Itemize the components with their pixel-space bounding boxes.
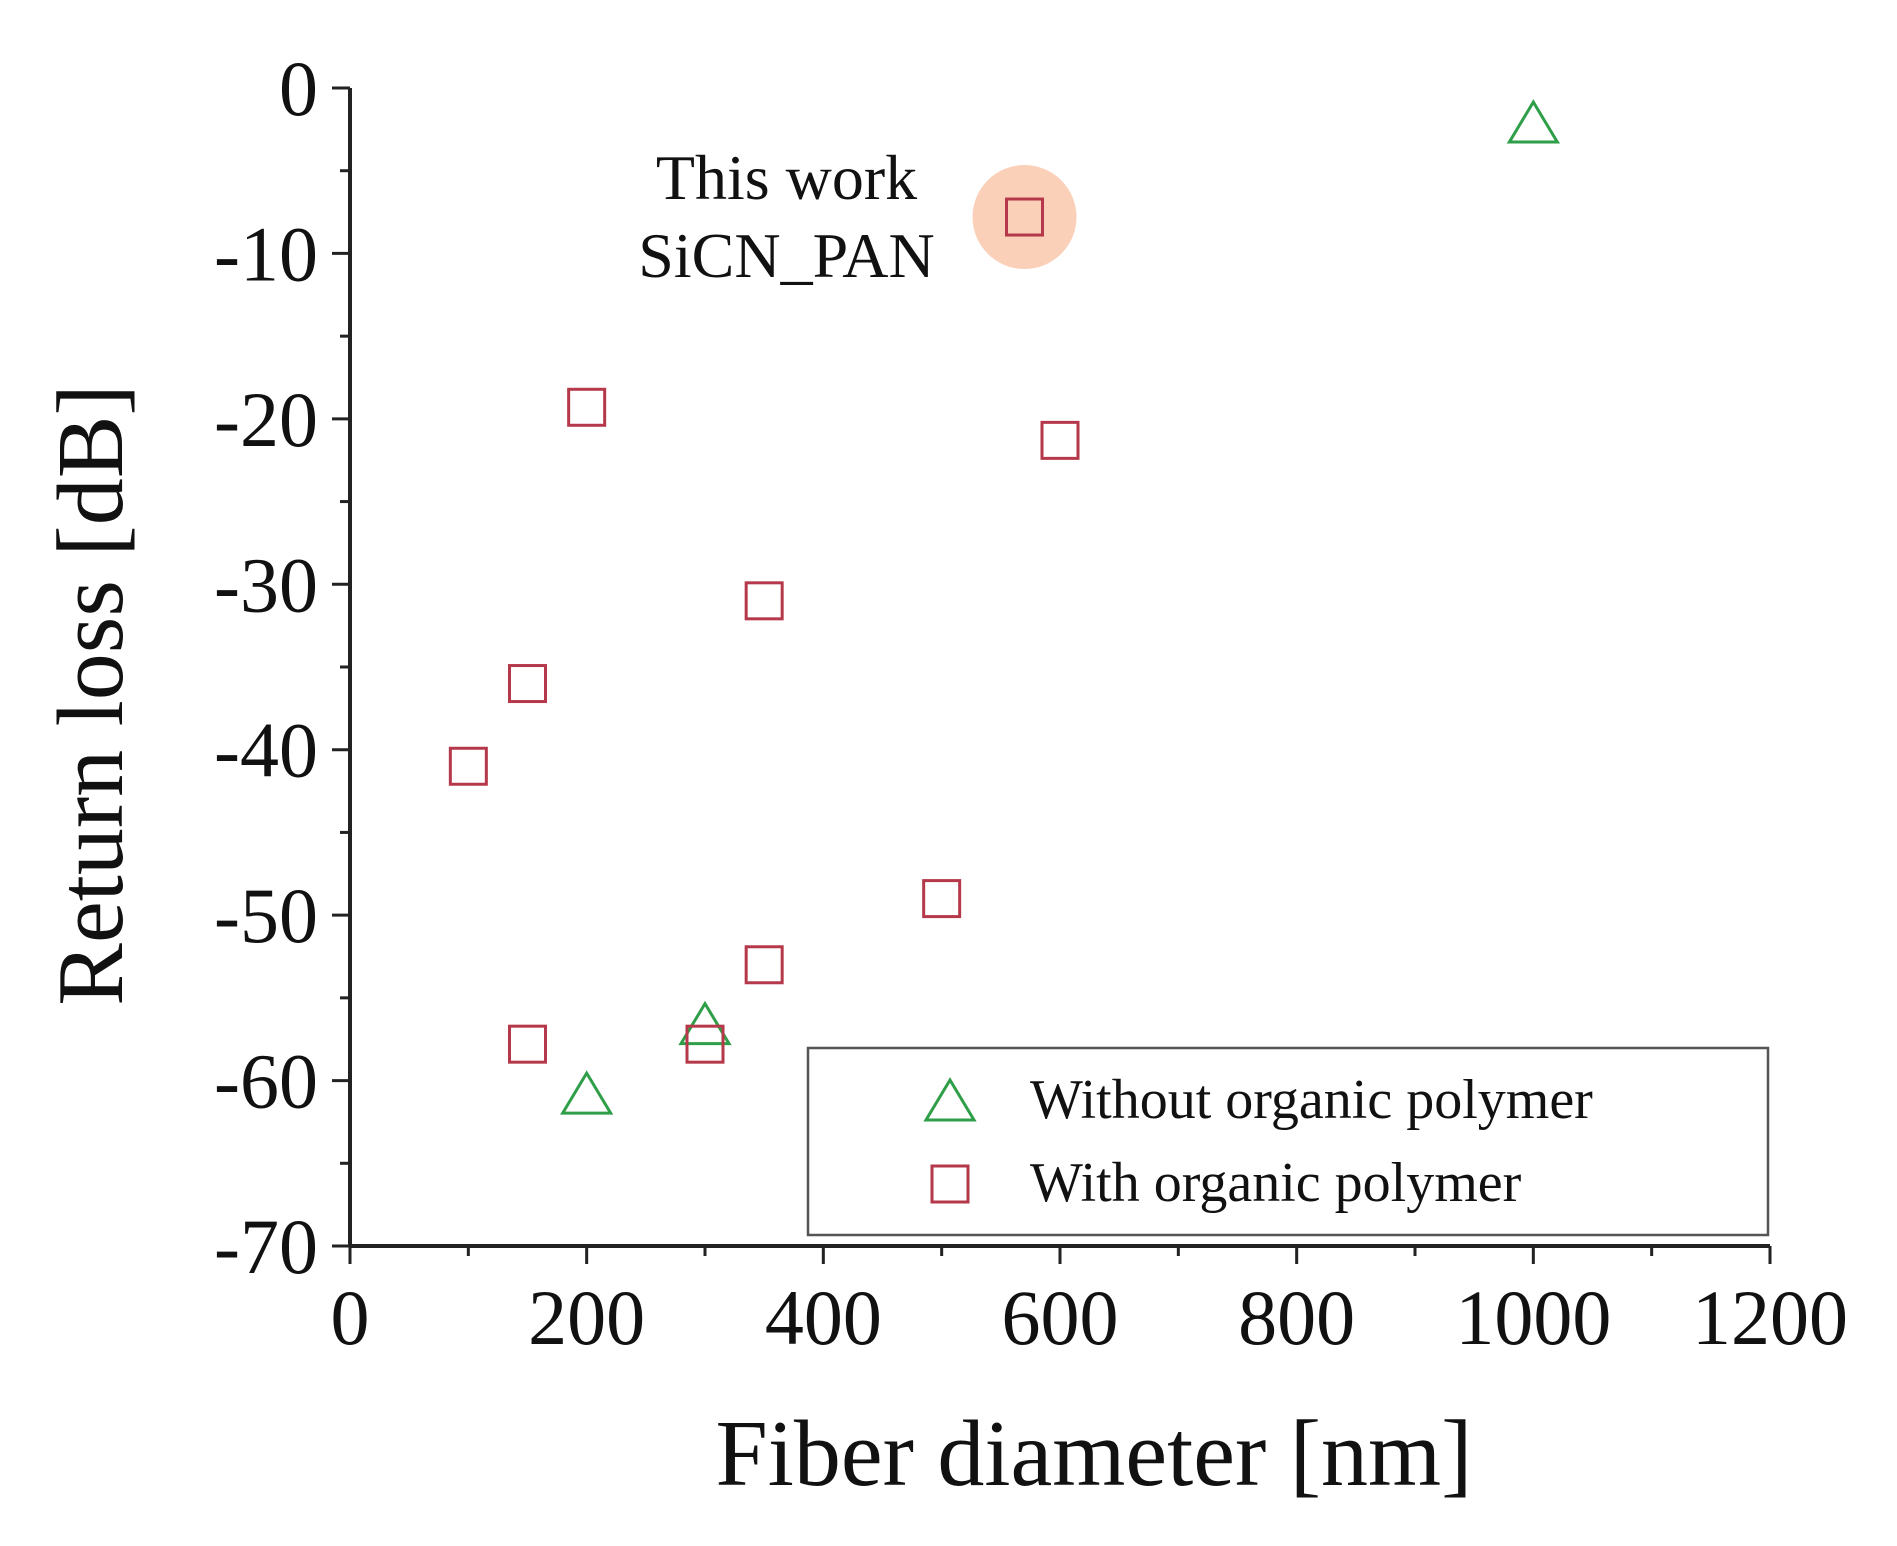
data-point-triangle — [1506, 99, 1560, 144]
data-point-square — [922, 879, 962, 919]
x-ticks: 0 200 400 600 800 1000 1200 — [331, 1246, 1848, 1361]
x-tick-label: 400 — [765, 1274, 882, 1361]
legend-square-icon — [930, 1164, 970, 1204]
data-point-square — [1040, 420, 1080, 460]
x-tick-label: 1000 — [1455, 1274, 1611, 1361]
annotation-line-1: This work — [656, 142, 917, 213]
data-point-square — [744, 581, 784, 621]
data-point-triangle — [560, 1070, 614, 1115]
data-point-square — [744, 945, 784, 985]
y-tick-label: -40 — [214, 707, 318, 794]
y-tick-label: -60 — [214, 1038, 318, 1125]
legend-triangle-icon — [923, 1077, 977, 1122]
y-tick-label: -20 — [214, 376, 318, 463]
legend-marker-square — [930, 1164, 970, 1204]
x-tick-label: 0 — [331, 1274, 370, 1361]
y-tick-label: -10 — [214, 210, 318, 297]
x-tick-label: 1200 — [1692, 1274, 1848, 1361]
legend-label-with-polymer: With organic polymer — [1030, 1152, 1522, 1214]
legend-marker-triangle — [923, 1077, 977, 1122]
highlight-layer — [972, 165, 1077, 270]
data-point-square — [448, 746, 488, 786]
legend-box — [806, 1046, 1770, 1237]
legend: Without organic polymer With organic pol… — [806, 1046, 1770, 1237]
data-points — [448, 99, 1560, 1115]
data-point-triangle — [678, 1000, 732, 1046]
y-tick-label: -50 — [214, 872, 318, 959]
legend-label-without-polymer: Without organic polymer — [1030, 1069, 1593, 1131]
highlight-circle — [972, 165, 1077, 270]
y-tick-label: -30 — [214, 541, 318, 628]
data-point-square — [508, 664, 547, 704]
annotation-line-2: SiCN_PAN — [638, 220, 934, 291]
data-point-square — [508, 1024, 547, 1064]
y-tick-label: 0 — [279, 45, 318, 132]
x-axis-title: Fiber diameter [nm] — [716, 1402, 1473, 1506]
x-tick-label: 800 — [1238, 1274, 1355, 1361]
data-point-square — [1005, 197, 1044, 237]
data-point-square — [567, 387, 607, 427]
data-point-square — [685, 1024, 725, 1064]
annotation-group: This work SiCN_PAN — [638, 142, 934, 291]
x-tick-label: 600 — [1002, 1274, 1119, 1361]
y-axis-title: Return loss [dB] — [39, 384, 143, 1005]
y-ticks: 0 -10 -20 -30 -40 -50 -60 -70 — [214, 45, 350, 1290]
x-tick-label: 200 — [528, 1274, 645, 1361]
y-tick-label: -70 — [214, 1203, 318, 1290]
